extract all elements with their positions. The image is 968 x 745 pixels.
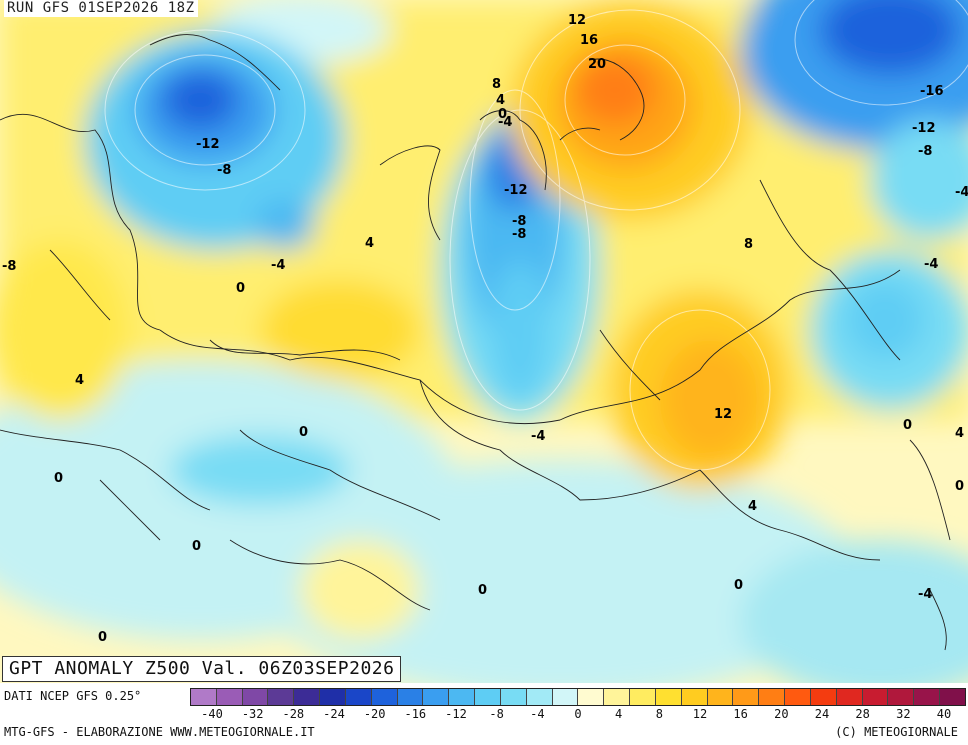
color-scale-tick-label: 24 <box>814 707 830 721</box>
color-scale-tick-label: 28 <box>855 707 870 721</box>
color-scale-swatch <box>578 689 605 705</box>
color-scale-tick-label: 8 <box>655 707 663 721</box>
data-source-label: DATI NCEP GFS 0.25° <box>4 689 142 703</box>
copyright-label: (C) METEOGIORNALE <box>835 725 958 739</box>
color-scale-swatch <box>552 689 579 705</box>
color-scale-swatch <box>500 689 527 705</box>
map-canvas: 12 16 20 8 4 0 -4 -12 -8 -12 -8 -4 0 4 -… <box>0 0 968 700</box>
color-scale-swatch <box>449 689 476 705</box>
contour-label: 12 <box>714 407 732 422</box>
contour-label: 8 <box>744 237 753 252</box>
contour-label: 4 <box>365 236 374 251</box>
contour-label: -8 <box>512 227 526 242</box>
color-scale <box>190 688 966 706</box>
color-scale-swatch <box>630 689 656 705</box>
color-scale-swatch <box>914 689 941 705</box>
contour-label: -8 <box>512 214 526 229</box>
color-scale-swatch <box>397 689 424 705</box>
contour-label: 20 <box>588 57 606 72</box>
color-scale-swatch <box>526 689 553 705</box>
contour-label: 4 <box>496 93 505 108</box>
anomaly-map: 12 16 20 8 4 0 -4 -12 -8 -12 -8 -4 0 4 -… <box>0 0 968 700</box>
contour-label: -4 <box>271 258 285 273</box>
color-scale-swatch <box>371 689 398 705</box>
color-scale-tick-label: 0 <box>574 707 582 721</box>
color-scale-swatch <box>191 689 217 705</box>
footer: DATI NCEP GFS 0.25° MTG-GFS - ELABORAZIO… <box>0 683 968 745</box>
color-scale-tick-label: 4 <box>615 707 623 721</box>
color-scale-swatch <box>733 689 760 705</box>
color-scale-tick-label: -4 <box>530 707 545 721</box>
color-scale-swatch <box>888 689 915 705</box>
anomaly-fill <box>0 0 968 700</box>
color-scale-swatch <box>294 689 321 705</box>
contour-label: -4 <box>498 115 512 130</box>
color-scale-swatch <box>475 689 501 705</box>
color-scale-swatch <box>423 689 450 705</box>
credit-label: MTG-GFS - ELABORAZIONE WWW.METEOGIORNALE… <box>4 725 315 739</box>
contour-label: -4 <box>924 257 938 272</box>
coastlines <box>149 34 951 651</box>
map-title: GPT ANOMALY Z500 Val. 06Z03SEP2026 <box>2 656 402 682</box>
contour-label: 0 <box>903 418 912 433</box>
color-scale-swatch <box>836 689 863 705</box>
contour-label: 0 <box>54 471 63 486</box>
contour-label: -16 <box>920 84 944 99</box>
color-scale-tick-label: -20 <box>363 707 386 721</box>
contour-label: 0 <box>236 281 245 296</box>
color-scale-swatch <box>707 689 734 705</box>
contour-label: 8 <box>492 77 501 92</box>
color-scale-tick-label: 20 <box>774 707 789 721</box>
color-scale-tick-label: -8 <box>489 707 504 721</box>
contour-label: 0 <box>498 107 507 122</box>
contour-label: 12 <box>568 13 586 28</box>
contour-label: -12 <box>196 137 220 152</box>
contour-label: 0 <box>299 425 308 440</box>
color-scale-tick-label: 32 <box>896 707 911 721</box>
color-scale-swatch <box>759 689 786 705</box>
color-scale-swatch <box>862 689 889 705</box>
color-scale-tick-label: -12 <box>445 707 467 721</box>
contour-label: 0 <box>98 630 107 645</box>
color-scale-tick-label: -24 <box>323 707 345 721</box>
color-scale-swatch <box>268 689 295 705</box>
contour-label: -4 <box>955 185 968 200</box>
contour-label: 4 <box>955 426 964 441</box>
country-borders <box>0 114 901 611</box>
color-scale-tick-label: 40 <box>936 707 952 721</box>
color-scale-swatch <box>810 689 837 705</box>
contour-label: -12 <box>504 183 528 198</box>
color-scale-swatch <box>242 689 269 705</box>
color-scale-swatch <box>655 689 682 705</box>
contour-label: 0 <box>955 479 964 494</box>
color-scale-swatch <box>345 689 372 705</box>
color-scale-swatch <box>940 689 965 705</box>
color-scale-tick-label: -16 <box>404 707 427 721</box>
color-scale-swatch <box>604 689 631 705</box>
contour-label: 0 <box>734 578 743 593</box>
color-scale-tick-label: -28 <box>282 707 305 721</box>
color-scale-swatch <box>681 689 708 705</box>
contour-label: -8 <box>918 144 932 159</box>
contour-label: 4 <box>75 373 84 388</box>
color-scale-tick-label: -40 <box>201 707 223 721</box>
contour-label: 16 <box>580 33 598 48</box>
color-scale-swatch <box>785 689 811 705</box>
contour-label: -4 <box>918 587 932 602</box>
contour-label: -12 <box>912 121 936 136</box>
contour-labels: 12 16 20 8 4 0 -4 -12 -8 -12 -8 -4 0 4 -… <box>2 13 968 645</box>
contour-label: -8 <box>2 259 16 274</box>
color-scale-tick-label: -32 <box>241 707 264 721</box>
run-label: RUN GFS 01SEP2026 18Z <box>4 0 198 17</box>
color-scale-swatch <box>216 689 243 705</box>
contour-label: 0 <box>192 539 201 554</box>
contour-label: 4 <box>748 499 757 514</box>
color-scale-tick-label: 16 <box>733 707 748 721</box>
contour-label: -4 <box>531 429 545 444</box>
contour-label: -8 <box>217 163 231 178</box>
color-scale-tick-label: 12 <box>692 707 708 721</box>
contour-label: 0 <box>478 583 487 598</box>
color-scale-swatch <box>320 689 346 705</box>
